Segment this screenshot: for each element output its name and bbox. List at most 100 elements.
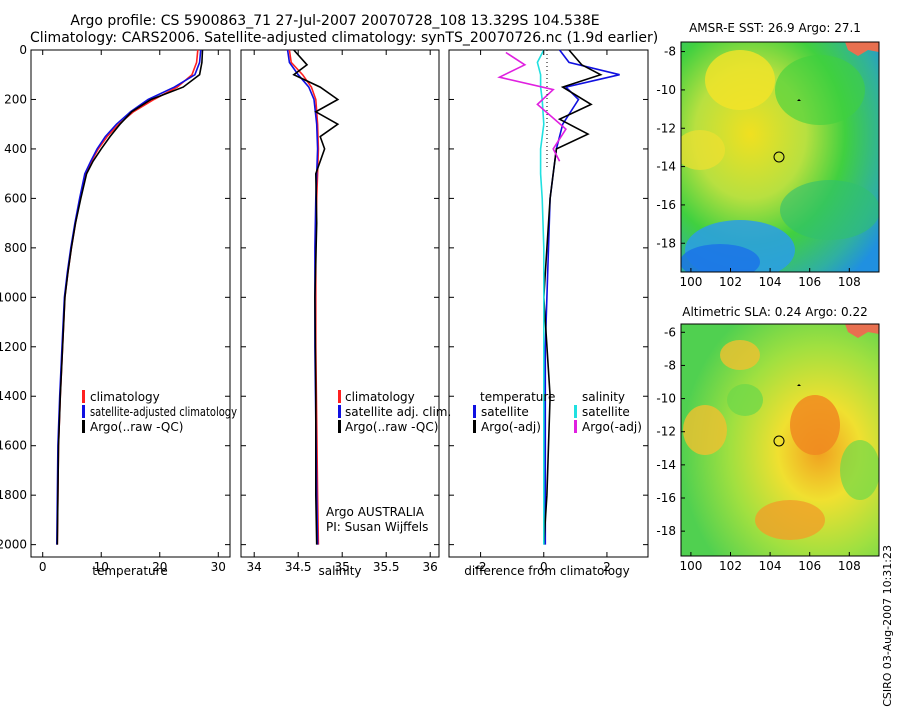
figure-title-line1: Argo profile: CS 5900863_71 27-Jul-2007 … bbox=[70, 13, 600, 29]
difference-series-line-1 bbox=[542, 49, 603, 545]
legend-swatch-temp-argo bbox=[473, 420, 476, 433]
depth-ytick-label: 0 bbox=[19, 43, 27, 57]
sla-map-ytick-label: -10 bbox=[656, 392, 676, 406]
difference-axis-label: difference from climatology bbox=[464, 564, 630, 578]
salinity-plot-frame bbox=[240, 49, 440, 558]
sst-map-xtick-label: 100 bbox=[679, 275, 702, 289]
sst-map-ytick-label: -14 bbox=[656, 160, 676, 174]
sla-map-ytick-label: -18 bbox=[656, 524, 676, 538]
legend-label-climatology: climatology bbox=[90, 390, 160, 404]
sla-map-xtick-label: 104 bbox=[759, 559, 782, 573]
sla-map-ytick-label: -12 bbox=[656, 425, 676, 439]
temperature-xtick-label: 30 bbox=[211, 560, 226, 574]
depth-ytick-label: 400 bbox=[4, 142, 27, 156]
sla-map-xtick-label: 108 bbox=[838, 559, 861, 573]
sst-map-xtick-label: 104 bbox=[759, 275, 782, 289]
legend-label-satellite: satellite adj. clim. bbox=[345, 405, 451, 419]
argo-float-marker bbox=[773, 151, 785, 163]
legend-label-sal-argo: Argo(-adj) bbox=[582, 420, 642, 434]
island-marker bbox=[797, 384, 801, 386]
salinity-series-line-2 bbox=[292, 49, 340, 545]
depth-ytick-label: 1800 bbox=[0, 488, 27, 502]
difference-xtick-label: 2 bbox=[603, 560, 611, 574]
temperature-xtick-label: 20 bbox=[152, 560, 167, 574]
temperature-xtick-label: 10 bbox=[94, 560, 109, 574]
legend-swatch-argo bbox=[82, 420, 85, 433]
temperature-series-line-2 bbox=[56, 49, 204, 545]
legend-label-argo: Argo(..raw -QC) bbox=[345, 420, 438, 434]
legend-swatch-sal-argo bbox=[574, 420, 577, 433]
legend-title-salinity: salinity bbox=[582, 390, 625, 404]
sla-map-ytick-label: -16 bbox=[656, 491, 676, 505]
sla-map-title: Altimetric SLA: 0.24 Argo: 0.22 bbox=[682, 305, 867, 319]
difference-legend: temperature salinity satellite Argo(-adj… bbox=[473, 390, 642, 434]
depth-ytick-label: 200 bbox=[4, 92, 27, 106]
salinity-series-line-1 bbox=[286, 49, 319, 545]
legend-label-sal-satellite: satellite bbox=[582, 405, 630, 419]
salinity-xtick-label: 36 bbox=[423, 560, 438, 574]
temperature-series-line-1 bbox=[56, 49, 202, 545]
argo-float-marker bbox=[773, 435, 785, 447]
sst-map-ytick-label: -10 bbox=[656, 83, 676, 97]
salinity-axis-label: salinity bbox=[318, 564, 361, 578]
figure-title-line2: Climatology: CARS2006. Satellite-adjuste… bbox=[30, 30, 659, 46]
difference-xtick-label: 0 bbox=[540, 560, 548, 574]
temperature-series-line-0 bbox=[56, 49, 199, 545]
salinity-xtick-label: 35.5 bbox=[373, 560, 400, 574]
legend-label-temp-argo: Argo(-adj) bbox=[481, 420, 541, 434]
legend-swatch-argo bbox=[338, 420, 341, 433]
sla-map-frame bbox=[680, 323, 880, 557]
difference-series-line-3 bbox=[497, 51, 567, 162]
salinity-xtick-label: 34 bbox=[247, 560, 262, 574]
sst-map-xtick-label: 106 bbox=[798, 275, 821, 289]
depth-ytick-label: 1400 bbox=[0, 389, 27, 403]
sst-map-xtick-label: 102 bbox=[719, 275, 742, 289]
depth-ytick-label: 1200 bbox=[0, 340, 27, 354]
sla-map-xtick-label: 106 bbox=[798, 559, 821, 573]
sla-heatmap bbox=[681, 324, 879, 556]
legend-swatch-temp-satellite bbox=[473, 405, 476, 418]
sst-map-xtick-label: 108 bbox=[838, 275, 861, 289]
depth-ytick-label: 800 bbox=[4, 241, 27, 255]
annotation-pi: PI: Susan Wijffels bbox=[326, 520, 428, 534]
sst-map-frame bbox=[680, 41, 880, 273]
legend-swatch-sal-satellite bbox=[574, 405, 577, 418]
depth-ytick-label: 600 bbox=[4, 191, 27, 205]
annotation-argo-australia: Argo AUSTRALIA bbox=[326, 505, 425, 519]
temperature-legend: climatology satellite-adjusted climatolo… bbox=[82, 390, 237, 434]
sst-map-title: AMSR-E SST: 26.9 Argo: 27.1 bbox=[689, 21, 861, 35]
legend-swatch-satellite bbox=[82, 405, 85, 418]
sla-map-xtick-label: 100 bbox=[679, 559, 702, 573]
sst-heatmap bbox=[681, 42, 879, 272]
salinity-xtick-label: 34.5 bbox=[285, 560, 312, 574]
sst-map-ytick-label: -8 bbox=[664, 45, 676, 59]
difference-series-line-2 bbox=[536, 49, 545, 545]
sla-map-ytick-label: -8 bbox=[664, 358, 676, 372]
sst-map-ytick-label: -18 bbox=[656, 236, 676, 250]
legend-swatch-climatology bbox=[82, 390, 85, 403]
sla-map-ytick-label: -6 bbox=[664, 325, 676, 339]
sla-map-ytick-label: -14 bbox=[656, 458, 676, 472]
legend-label-climatology: climatology bbox=[345, 390, 415, 404]
difference-plot-frame bbox=[448, 49, 649, 558]
depth-ytick-label: 1600 bbox=[0, 439, 27, 453]
legend-swatch-climatology bbox=[338, 390, 341, 403]
depth-ytick-label: 2000 bbox=[0, 538, 27, 552]
legend-swatch-satellite bbox=[338, 405, 341, 418]
difference-series-line-0 bbox=[544, 49, 620, 545]
sla-map-xtick-label: 102 bbox=[719, 559, 742, 573]
temperature-xtick-label: 0 bbox=[39, 560, 47, 574]
sst-map-ytick-label: -16 bbox=[656, 198, 676, 212]
difference-xtick-label: -2 bbox=[475, 560, 487, 574]
salinity-series-line-0 bbox=[288, 49, 320, 545]
depth-ytick-label: 1000 bbox=[0, 290, 27, 304]
temperature-plot-frame bbox=[30, 49, 231, 558]
legend-label-satellite: satellite-adjusted climatology bbox=[90, 405, 237, 419]
legend-title-temperature: temperature bbox=[480, 390, 555, 404]
legend-label-temp-satellite: satellite bbox=[481, 405, 529, 419]
sst-map-ytick-label: -12 bbox=[656, 121, 676, 135]
figure-canvas: 0 10 20 30020040060080010001200140016001800… bbox=[0, 21, 880, 578]
legend-label-argo: Argo(..raw -QC) bbox=[90, 420, 183, 434]
salinity-legend: climatology satellite adj. clim. Argo(..… bbox=[338, 390, 451, 434]
island-marker bbox=[797, 99, 801, 101]
